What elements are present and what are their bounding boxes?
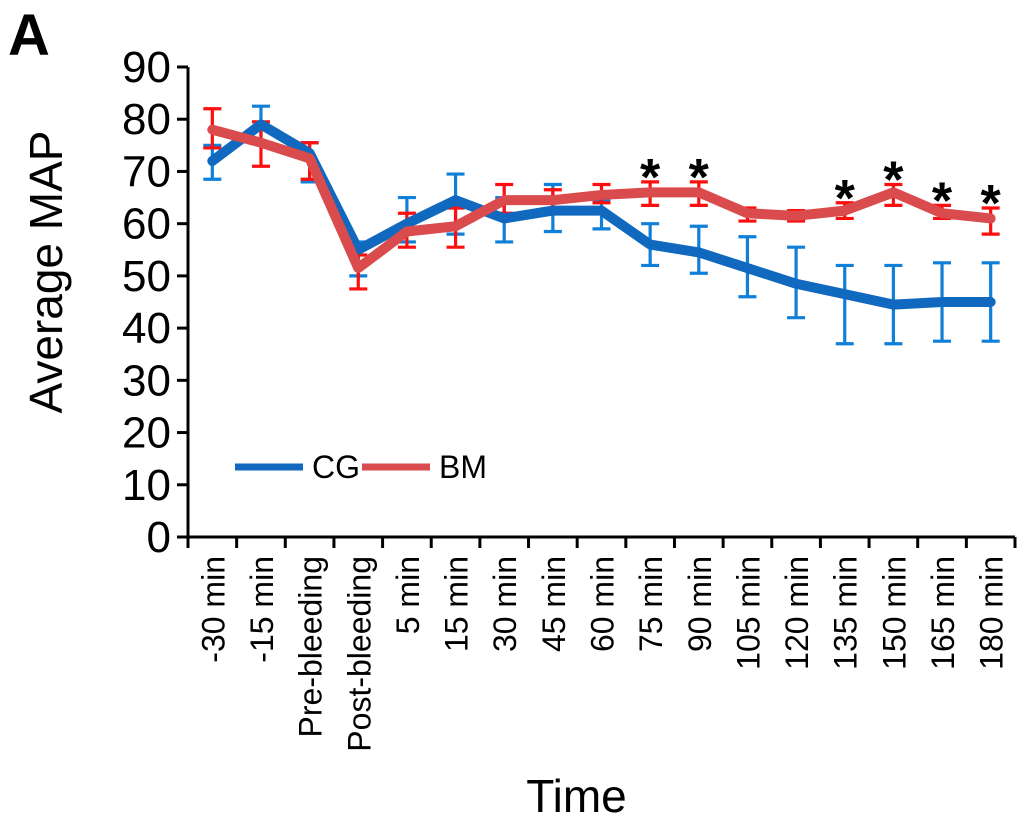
y-axis-tick-label: 50 bbox=[122, 252, 171, 301]
series-BM-line bbox=[207, 124, 996, 274]
x-axis-category-label: Post-bleeding bbox=[341, 556, 377, 752]
x-axis-category-label: 15 min bbox=[439, 556, 475, 652]
y-axis-tick-label: 10 bbox=[122, 461, 171, 510]
legend-label-CG: CG bbox=[312, 449, 360, 485]
y-axis-tick-label: 40 bbox=[122, 304, 171, 353]
panel-label: A bbox=[8, 3, 50, 68]
x-axis-category-label: 120 min bbox=[779, 556, 815, 670]
legend-label-BM: BM bbox=[439, 449, 487, 485]
y-axis-tick-label: 20 bbox=[122, 409, 171, 458]
x-axis-category-label: 135 min bbox=[828, 556, 864, 670]
y-axis-title: Average MAP bbox=[20, 131, 72, 414]
significance-asterisk: * bbox=[932, 172, 953, 230]
x-axis-category-label: 75 min bbox=[633, 556, 669, 652]
x-axis-category-label: 60 min bbox=[585, 556, 621, 652]
y-axis-tick-label: 70 bbox=[122, 147, 171, 196]
x-axis-category-label: -30 min bbox=[195, 556, 231, 663]
series-CG-line bbox=[207, 119, 996, 310]
y-axis-tick-label: 80 bbox=[122, 95, 171, 144]
significance-asterisk: * bbox=[883, 152, 904, 210]
x-axis-category-label: 45 min bbox=[536, 556, 572, 652]
x-axis-category-label: 150 min bbox=[876, 556, 912, 670]
x-axis-category-label: 90 min bbox=[682, 556, 718, 652]
x-axis-category-label: Pre-bleeding bbox=[293, 556, 329, 737]
y-axis-tick-label: 0 bbox=[147, 513, 171, 562]
y-axis-tick-label: 60 bbox=[122, 200, 171, 249]
significance-asterisk: * bbox=[981, 175, 1002, 233]
x-axis-category-label: 105 min bbox=[730, 556, 766, 670]
significance-asterisk: * bbox=[640, 149, 661, 207]
x-axis-category-label: 165 min bbox=[925, 556, 961, 670]
x-axis-category-label: 180 min bbox=[974, 556, 1010, 670]
x-axis-title: Time bbox=[526, 770, 627, 820]
x-axis-category-label: 5 min bbox=[390, 556, 426, 634]
y-axis-tick-label: 90 bbox=[122, 43, 171, 92]
x-axis-category-label: -15 min bbox=[244, 556, 280, 663]
significance-asterisk: * bbox=[689, 149, 710, 207]
y-axis-tick-label: 30 bbox=[122, 356, 171, 405]
x-axis-category-label: 30 min bbox=[487, 556, 523, 652]
significance-asterisk: * bbox=[835, 170, 856, 228]
